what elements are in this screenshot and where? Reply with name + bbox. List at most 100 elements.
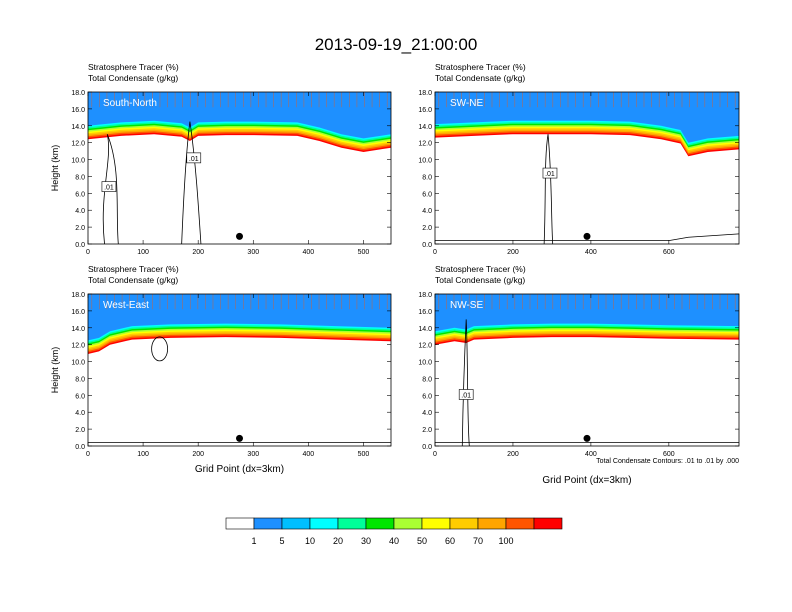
x-tick-label: 400 xyxy=(303,249,315,256)
colorbar-cell xyxy=(225,517,255,530)
y-tick-label: 0.0 xyxy=(422,444,432,451)
colorbar-cell xyxy=(393,517,423,530)
y-tick-label: 18.0 xyxy=(71,90,85,97)
y-tick-label: 4.0 xyxy=(75,208,85,215)
y-axis-label: Height (km) xyxy=(50,145,60,192)
y-tick-label: 10.0 xyxy=(71,158,85,165)
location-marker xyxy=(236,232,243,240)
tracer-field xyxy=(435,294,739,446)
y-tick-label: 10.0 xyxy=(418,158,432,165)
y-tick-label: 2.0 xyxy=(75,225,85,232)
contour-label: .01 xyxy=(186,152,202,164)
x-tick-label: 200 xyxy=(192,451,204,458)
panel-nw-se: .01 NW-SE Stratosphere Tracer (%) Total Con… xyxy=(418,264,740,486)
location-marker xyxy=(583,434,591,442)
y-tick-label: 0.0 xyxy=(75,242,85,249)
y-tick-label: 16.0 xyxy=(418,107,432,114)
colorbar-cell xyxy=(533,517,563,530)
x-tick-label: 500 xyxy=(358,249,370,256)
plot-frame xyxy=(87,293,392,447)
contour-label: .01 xyxy=(458,389,474,400)
x-tick-label: 400 xyxy=(585,249,597,256)
y-tick-label: 14.0 xyxy=(418,326,432,333)
colorbar-label: 50 xyxy=(417,536,427,546)
x-axis-label: Grid Point (dx=3km) xyxy=(542,475,631,486)
colorbar-cell xyxy=(505,517,535,530)
plot-frame xyxy=(434,91,740,245)
y-tick-label: 6.0 xyxy=(422,191,432,198)
x-axis-label: Grid Point (dx=3km) xyxy=(195,464,284,475)
y-tick-label: 16.0 xyxy=(71,309,85,316)
y-tick-label: 12.0 xyxy=(71,343,85,350)
contour-label: .01 xyxy=(101,181,117,192)
tracer-field xyxy=(88,294,391,444)
y-tick-label: 4.0 xyxy=(75,410,85,417)
y-tick-label: 8.0 xyxy=(422,174,432,181)
x-tick-label: 200 xyxy=(507,249,519,256)
panel-west-east: West-East Stratosphere Tracer (%)Total Co… xyxy=(50,264,392,475)
y-tick-label: 18.0 xyxy=(418,90,432,97)
x-tick-label: 400 xyxy=(303,451,315,458)
y-tick-label: 4.0 xyxy=(422,208,432,215)
panel-title: NW-SE xyxy=(450,300,483,311)
colorbar-label: 1 xyxy=(251,536,256,546)
panel-title: West-East xyxy=(103,300,149,311)
colorbar-label: 5 xyxy=(279,536,284,546)
y-tick-label: 10.0 xyxy=(71,360,85,367)
y-tick-label: 6.0 xyxy=(422,393,432,400)
y-tick-label: 0.0 xyxy=(422,242,432,249)
x-tick-label: 100 xyxy=(137,249,149,256)
colorbar-cell xyxy=(281,517,311,530)
y-tick-label: 6.0 xyxy=(75,191,85,198)
y-tick-label: 8.0 xyxy=(75,174,85,181)
location-marker xyxy=(583,232,591,240)
y-tick-label: 12.0 xyxy=(418,141,432,148)
condensate-contours xyxy=(102,121,202,244)
x-tick-label: 0 xyxy=(433,249,437,256)
y-tick-label: 12.0 xyxy=(418,343,432,350)
location-marker xyxy=(236,434,243,442)
colorbar-label: 60 xyxy=(445,536,455,546)
contour-note: Total Condensate Contours: .01 to .01 by… xyxy=(596,458,739,465)
x-tick-label: 0 xyxy=(433,451,437,458)
colorbar-label: 10 xyxy=(305,536,315,546)
y-tick-label: 6.0 xyxy=(75,393,85,400)
condensate-label: Total Condensate (g/kg) xyxy=(88,73,178,83)
panel-title: South-North xyxy=(103,98,157,109)
y-tick-label: 16.0 xyxy=(418,309,432,316)
svg-text:.01: .01 xyxy=(545,171,555,178)
tracer-band xyxy=(88,92,391,139)
y-tick-label: 14.0 xyxy=(418,124,432,131)
tracer-field xyxy=(88,92,391,244)
y-tick-label: 16.0 xyxy=(71,107,85,114)
plot-frame xyxy=(434,293,740,447)
colorbar-cell xyxy=(421,517,451,530)
condensate-label: Total Condensate (g/kg) xyxy=(88,275,178,285)
x-tick-label: 600 xyxy=(663,249,675,256)
tracer-band xyxy=(435,294,739,332)
tracer-label: Stratosphere Tracer (%) xyxy=(435,264,526,274)
tracer-band xyxy=(88,294,391,341)
tracer-band xyxy=(435,92,739,143)
colorbar-label: 20 xyxy=(333,536,343,546)
condensate-contours xyxy=(435,134,739,244)
colorbar-label: 70 xyxy=(473,536,483,546)
x-tick-label: 200 xyxy=(192,249,204,256)
x-tick-label: 400 xyxy=(585,451,597,458)
y-axis-label: Height (km) xyxy=(50,347,60,394)
y-tick-label: 8.0 xyxy=(75,376,85,383)
tracer-label: Stratosphere Tracer (%) xyxy=(88,264,179,274)
colorbar-cell xyxy=(253,517,283,530)
colorbar-label: 100 xyxy=(498,536,513,546)
colorbar-label: 30 xyxy=(361,536,371,546)
colorbar: 1 5 10 20 30 40 50 60 70 100 xyxy=(225,517,563,546)
x-tick-label: 300 xyxy=(247,451,259,458)
y-tick-label: 14.0 xyxy=(71,124,85,131)
condensate-contours xyxy=(435,319,739,446)
colorbar-cell xyxy=(365,517,395,530)
tracer-label: Stratosphere Tracer (%) xyxy=(435,62,526,72)
y-tick-label: 18.0 xyxy=(71,292,85,299)
svg-text:.01: .01 xyxy=(461,392,471,399)
colorbar-cell xyxy=(477,517,507,530)
